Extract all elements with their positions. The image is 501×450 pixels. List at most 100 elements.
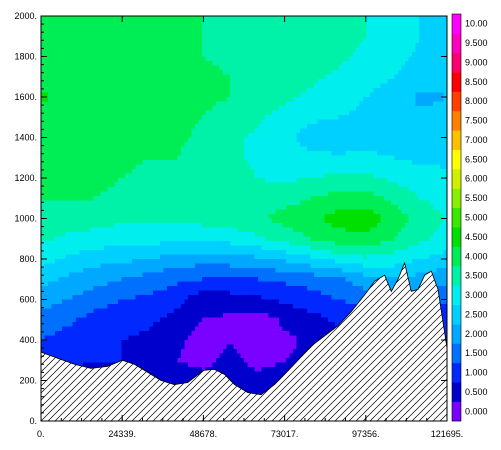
contour-cell (177, 101, 182, 107)
contour-cell (272, 97, 276, 102)
contour-cell (100, 92, 105, 98)
contour-cell (436, 146, 441, 152)
contour-cell (170, 34, 175, 39)
contour-cell (296, 110, 301, 116)
contour-cell (310, 25, 315, 30)
contour-cell (167, 101, 171, 107)
contour-cell (86, 178, 91, 183)
contour-cell (142, 182, 147, 188)
contour-cell (384, 16, 388, 21)
contour-cell (177, 43, 182, 48)
contour-cell (254, 92, 259, 98)
contour-cell (335, 25, 339, 30)
contour-cell (268, 43, 273, 48)
contour-cell (398, 34, 402, 39)
contour-cell (286, 97, 290, 102)
contour-cell (394, 25, 399, 30)
contour-cell (331, 200, 336, 206)
contour-cell (107, 61, 112, 66)
contour-cell (433, 97, 437, 102)
contour-cell (282, 65, 287, 71)
contour-cell (282, 119, 287, 125)
contour-cell (398, 124, 402, 129)
contour-cell (443, 47, 447, 53)
contour-cell (443, 119, 447, 125)
contour-cell (149, 200, 154, 206)
contour-cell (394, 92, 399, 98)
contour-cell (55, 52, 59, 57)
contour-cell (426, 196, 430, 201)
contour-cell (426, 29, 430, 35)
contour-cell (282, 83, 287, 89)
contour-cell (170, 38, 175, 44)
contour-cell (198, 110, 203, 116)
contour-cell (240, 187, 245, 192)
contour-cell (93, 182, 98, 188)
contour-cell (359, 61, 364, 66)
contour-cell (426, 43, 430, 48)
contour-cell (205, 79, 210, 84)
contour-cell (286, 110, 290, 116)
contour-cell (380, 29, 385, 35)
contour-cell (314, 97, 318, 102)
contour-cell (237, 173, 241, 179)
contour-cell (93, 16, 98, 21)
contour-cell (216, 200, 220, 206)
contour-cell (93, 20, 98, 26)
contour-cell (408, 52, 413, 57)
contour-cell (188, 38, 192, 44)
contour-cell (209, 155, 213, 161)
contour-cell (314, 173, 318, 179)
contour-cell (384, 187, 388, 192)
contour-cell (240, 164, 245, 170)
contour-cell (86, 124, 91, 129)
contour-cell (226, 70, 231, 75)
contour-cell (303, 79, 308, 84)
contour-cell (359, 200, 364, 206)
contour-cell (331, 97, 336, 102)
contour-cell (366, 79, 371, 84)
contour-cell (282, 20, 287, 26)
contour-cell (436, 83, 441, 89)
contour-cell (118, 173, 122, 179)
contour-cell (167, 38, 171, 44)
contour-cell (279, 137, 283, 143)
contour-cell (412, 178, 416, 183)
contour-cell (265, 200, 269, 206)
contour-cell (209, 142, 213, 147)
contour-cell (293, 20, 297, 26)
contour-cell (296, 128, 301, 134)
contour-cell (146, 124, 150, 129)
contour-cell (342, 142, 346, 147)
contour-cell (111, 61, 115, 66)
contour-cell (265, 124, 269, 129)
contour-cell (65, 65, 70, 71)
contour-cell (170, 200, 175, 206)
contour-cell (76, 34, 80, 39)
contour-cell (359, 205, 364, 210)
contour-cell (156, 205, 161, 210)
contour-cell (51, 56, 56, 62)
contour-cell (426, 187, 430, 192)
contour-cell (135, 20, 140, 26)
contour-cell (310, 74, 315, 80)
contour-cell (310, 155, 315, 161)
contour-cell (128, 101, 133, 107)
contour-cell (191, 137, 196, 143)
contour-cell (65, 187, 70, 192)
contour-cell (415, 146, 420, 152)
contour-cell (58, 16, 63, 21)
contour-cell (72, 151, 77, 156)
contour-cell (282, 182, 287, 188)
contour-cell (380, 20, 385, 26)
contour-cell (118, 25, 122, 30)
contour-cell (443, 70, 447, 75)
contour-cell (384, 169, 388, 174)
contour-cell (422, 88, 427, 93)
contour-cell (170, 74, 175, 80)
contour-cell (167, 160, 171, 165)
contour-cell (48, 106, 52, 111)
contour-cell (384, 142, 388, 147)
contour-cell (408, 16, 413, 21)
contour-cell (93, 164, 98, 170)
